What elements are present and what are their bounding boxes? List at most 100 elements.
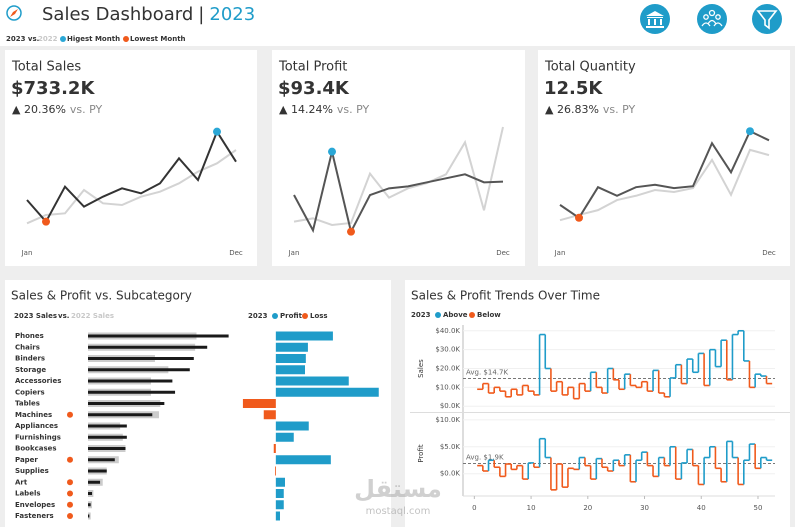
x-tick-label: 50	[754, 504, 763, 512]
separator: |	[198, 4, 204, 25]
category-label: Accessories	[15, 377, 61, 385]
people-button[interactable]	[697, 4, 727, 34]
y-axis-label: Profit	[417, 444, 425, 463]
x-tick-label: 30	[640, 504, 649, 512]
change-note: vs. PY	[603, 103, 636, 116]
legend-loss: Loss	[310, 312, 328, 320]
legend-dot	[302, 313, 308, 319]
profit-bar	[263, 410, 276, 420]
legend-dot	[123, 36, 129, 42]
change-value: ▲ 20.36%	[12, 103, 66, 116]
filter-button[interactable]	[752, 4, 782, 34]
profit-bar	[275, 387, 379, 397]
category-label: Paper	[15, 456, 38, 464]
bar-current	[88, 402, 165, 405]
profit-bar	[275, 500, 284, 510]
legend-dot	[60, 36, 66, 42]
average-label: Avg. $14.7K	[466, 368, 508, 376]
card	[405, 280, 790, 527]
highest-point	[213, 127, 221, 136]
card	[5, 280, 391, 527]
bar-current	[88, 435, 127, 439]
x-tick-label: Jan	[554, 249, 566, 257]
line	[293, 126, 504, 227]
bar-current	[88, 379, 173, 383]
profit-bar	[242, 399, 276, 408]
category-label: Art	[15, 478, 28, 486]
lowest-point	[42, 217, 50, 226]
decline-dot	[67, 479, 73, 486]
bar-current	[88, 345, 208, 349]
category-label: Labels	[15, 490, 41, 498]
category-label: Storage	[15, 366, 46, 374]
profit-bar	[275, 365, 305, 375]
legend-dot	[272, 313, 278, 319]
compass-icon	[6, 5, 22, 21]
x-tick-label: Dec	[762, 249, 776, 257]
change-note: vs. PY	[70, 103, 103, 116]
lowest-point	[347, 227, 355, 236]
change-value: ▲ 14.24%	[279, 103, 333, 116]
category-label: Machines	[15, 411, 52, 419]
legend-highest: Higest Month	[67, 35, 120, 43]
profit-bar	[275, 342, 308, 352]
watermark: mostaql.com	[366, 506, 431, 517]
bank-button[interactable]	[640, 4, 670, 34]
bar-current	[88, 390, 176, 394]
line	[559, 148, 770, 222]
x-tick-label: Jan	[21, 249, 33, 257]
x-tick-label: 20	[583, 504, 592, 512]
kpi-value: 12.5K	[544, 78, 603, 99]
legend-current: 2023 vs.	[6, 35, 39, 43]
decline-dot	[67, 456, 73, 463]
category-label: Bookcases	[15, 445, 57, 453]
profit-bar	[275, 477, 285, 487]
legend-dot	[435, 312, 441, 318]
y-tick-label: $0.0K	[440, 402, 461, 410]
line	[26, 129, 237, 224]
legend-previous: 2022	[38, 35, 58, 43]
legend-lowest: Lowest Month	[130, 35, 186, 43]
kpi-value: $93.4K	[278, 78, 350, 99]
bar-current	[88, 447, 126, 450]
category-label: Fasteners	[15, 512, 54, 520]
legend-label: 2023	[248, 312, 268, 320]
category-label: Copiers	[15, 388, 45, 396]
profit-bar	[275, 455, 331, 465]
bar-current	[88, 334, 229, 338]
change-value: ▲ 26.83%	[545, 103, 599, 116]
y-tick-label: $10.0K	[435, 416, 460, 424]
bar-current	[88, 514, 90, 518]
bar-current	[88, 424, 127, 428]
x-tick-label: Dec	[496, 249, 510, 257]
kpi-title: Total Quantity	[544, 60, 636, 75]
profit-bar	[275, 432, 294, 442]
card	[5, 50, 257, 266]
bar-current	[88, 503, 91, 507]
legend-profit: Profit	[280, 312, 303, 320]
y-tick-label: $10.0K	[435, 383, 460, 391]
x-tick-label: Jan	[288, 249, 300, 257]
category-label: Furnishings	[15, 433, 61, 441]
decline-dot	[67, 490, 73, 497]
legend-vs: vs.	[58, 312, 69, 320]
x-tick-label: 0	[472, 504, 476, 512]
line	[293, 151, 504, 235]
bar-current	[88, 492, 93, 495]
legend-dot	[469, 312, 475, 318]
highest-point	[746, 127, 754, 136]
category-label: Tables	[15, 400, 40, 408]
bar-current	[88, 357, 194, 360]
x-tick-label: 10	[527, 504, 536, 512]
category-label: Binders	[15, 355, 45, 363]
y-tick-label: $30.0K	[435, 346, 460, 354]
category-label: Envelopes	[15, 501, 55, 509]
legend-series: 2022 Sales	[71, 312, 114, 320]
year: 2023	[209, 4, 255, 25]
profit-bar	[275, 489, 284, 498]
kpi-change: ▲ 20.36% vs. PY	[12, 103, 103, 116]
y-tick-label: $40.0K	[435, 327, 460, 335]
y-axis-label: Sales	[417, 359, 425, 378]
profit-bar	[275, 376, 349, 386]
